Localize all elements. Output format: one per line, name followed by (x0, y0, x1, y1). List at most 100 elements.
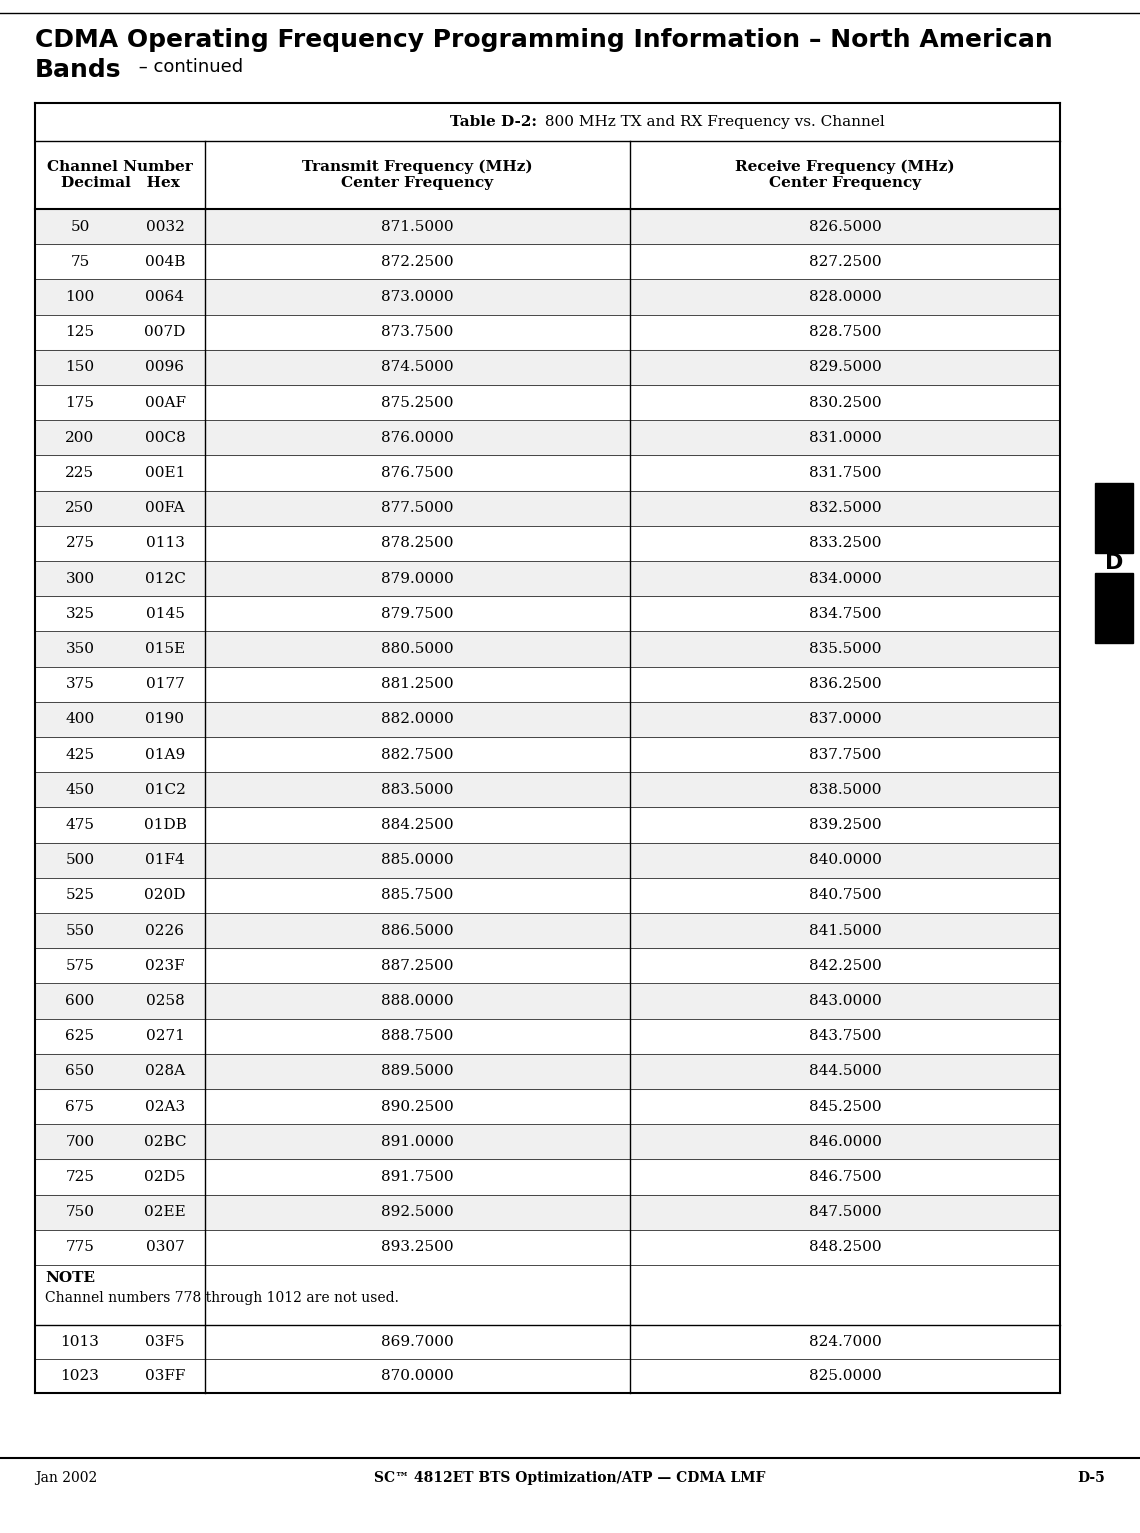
Text: 00C8: 00C8 (145, 431, 186, 445)
Text: 0177: 0177 (146, 678, 185, 691)
Text: 891.0000: 891.0000 (381, 1134, 454, 1148)
Text: 831.0000: 831.0000 (808, 431, 881, 445)
Text: 02EE: 02EE (144, 1205, 186, 1219)
Text: 834.7500: 834.7500 (808, 607, 881, 621)
Text: 846.0000: 846.0000 (808, 1134, 881, 1148)
Text: 01A9: 01A9 (145, 748, 185, 762)
Text: 871.5000: 871.5000 (381, 219, 454, 233)
Text: 882.7500: 882.7500 (381, 748, 454, 762)
Text: CDMA Operating Frequency Programming Information – North American: CDMA Operating Frequency Programming Inf… (35, 28, 1052, 52)
Text: 02BC: 02BC (144, 1134, 186, 1148)
Text: 842.2500: 842.2500 (808, 958, 881, 973)
Text: 890.2500: 890.2500 (381, 1099, 454, 1113)
Text: 847.5000: 847.5000 (808, 1205, 881, 1219)
Text: 0064: 0064 (146, 290, 185, 304)
Bar (1096, 483, 1133, 553)
Text: 837.0000: 837.0000 (808, 713, 881, 727)
Text: 839.2500: 839.2500 (808, 819, 881, 832)
Text: 02A3: 02A3 (145, 1099, 185, 1113)
Text: 824.7000: 824.7000 (808, 1335, 881, 1349)
Text: 840.0000: 840.0000 (808, 854, 881, 868)
Text: 0307: 0307 (146, 1240, 185, 1254)
Text: 01F4: 01F4 (145, 854, 185, 868)
Text: 200: 200 (65, 431, 95, 445)
Text: Channel Number
Decimal   Hex: Channel Number Decimal Hex (47, 159, 193, 190)
Text: 675: 675 (65, 1099, 95, 1113)
Text: 325: 325 (65, 607, 95, 621)
Bar (1096, 573, 1133, 642)
Text: 700: 700 (65, 1134, 95, 1148)
Bar (36, 1196, 1059, 1229)
Text: SC™ 4812ET BTS Optimization/ATP — CDMA LMF: SC™ 4812ET BTS Optimization/ATP — CDMA L… (374, 1472, 766, 1485)
Bar (36, 843, 1059, 877)
Text: 00E1: 00E1 (145, 466, 185, 480)
Text: 878.2500: 878.2500 (381, 537, 454, 550)
Text: 0258: 0258 (146, 993, 185, 1009)
Text: 881.2500: 881.2500 (381, 678, 454, 691)
Text: 012C: 012C (145, 572, 186, 586)
Text: 800 MHz TX and RX Frequency vs. Channel: 800 MHz TX and RX Frequency vs. Channel (539, 115, 885, 129)
Text: 100: 100 (65, 290, 95, 304)
Text: 015E: 015E (145, 642, 185, 656)
Text: 004B: 004B (145, 254, 185, 268)
Bar (36, 420, 1059, 455)
Text: 882.0000: 882.0000 (381, 713, 454, 727)
Text: 879.7500: 879.7500 (381, 607, 454, 621)
Text: 575: 575 (66, 958, 95, 973)
Text: 125: 125 (65, 325, 95, 339)
Bar (36, 632, 1059, 667)
Text: 826.5000: 826.5000 (808, 219, 881, 233)
Text: 889.5000: 889.5000 (381, 1064, 454, 1078)
Text: 475: 475 (65, 819, 95, 832)
Text: 525: 525 (65, 889, 95, 903)
Text: 836.2500: 836.2500 (808, 678, 881, 691)
Text: 020D: 020D (145, 889, 186, 903)
Bar (36, 281, 1059, 314)
Text: 880.5000: 880.5000 (381, 642, 454, 656)
Text: 874.5000: 874.5000 (381, 360, 454, 374)
Text: 827.2500: 827.2500 (808, 254, 881, 268)
Text: 0113: 0113 (146, 537, 185, 550)
Text: 829.5000: 829.5000 (808, 360, 881, 374)
Text: 600: 600 (65, 993, 95, 1009)
Text: 007D: 007D (145, 325, 186, 339)
Text: 0096: 0096 (146, 360, 185, 374)
Text: 840.7500: 840.7500 (808, 889, 881, 903)
Text: 450: 450 (65, 783, 95, 797)
Text: 750: 750 (65, 1205, 95, 1219)
Text: 650: 650 (65, 1064, 95, 1078)
Text: 03F5: 03F5 (145, 1335, 185, 1349)
Text: 825.0000: 825.0000 (808, 1369, 881, 1383)
Text: 883.5000: 883.5000 (381, 783, 454, 797)
Text: 775: 775 (66, 1240, 95, 1254)
Bar (36, 561, 1059, 596)
Text: 500: 500 (65, 854, 95, 868)
Text: 843.0000: 843.0000 (808, 993, 881, 1009)
Text: 848.2500: 848.2500 (808, 1240, 881, 1254)
Text: NOTE: NOTE (44, 1271, 95, 1285)
Text: 872.2500: 872.2500 (381, 254, 454, 268)
Bar (36, 984, 1059, 1018)
Text: 843.7500: 843.7500 (808, 1029, 881, 1042)
Bar (36, 491, 1059, 526)
Text: 350: 350 (65, 642, 95, 656)
Text: 835.5000: 835.5000 (808, 642, 881, 656)
Text: 625: 625 (65, 1029, 95, 1042)
Text: 873.0000: 873.0000 (381, 290, 454, 304)
Text: 837.7500: 837.7500 (808, 748, 881, 762)
Text: 00FA: 00FA (145, 501, 185, 515)
Text: 834.0000: 834.0000 (808, 572, 881, 586)
Text: 0190: 0190 (146, 713, 185, 727)
Text: 877.5000: 877.5000 (381, 501, 454, 515)
Text: 833.2500: 833.2500 (808, 537, 881, 550)
Text: 0032: 0032 (146, 219, 185, 233)
Text: 885.0000: 885.0000 (381, 854, 454, 868)
Text: 225: 225 (65, 466, 95, 480)
Text: 400: 400 (65, 713, 95, 727)
Text: Table D-2:: Table D-2: (450, 115, 537, 129)
Text: 1023: 1023 (60, 1369, 99, 1383)
Text: Transmit Frequency (MHz)
Center Frequency: Transmit Frequency (MHz) Center Frequenc… (302, 159, 532, 190)
Text: 887.2500: 887.2500 (381, 958, 454, 973)
Text: 0145: 0145 (146, 607, 185, 621)
Text: 844.5000: 844.5000 (808, 1064, 881, 1078)
